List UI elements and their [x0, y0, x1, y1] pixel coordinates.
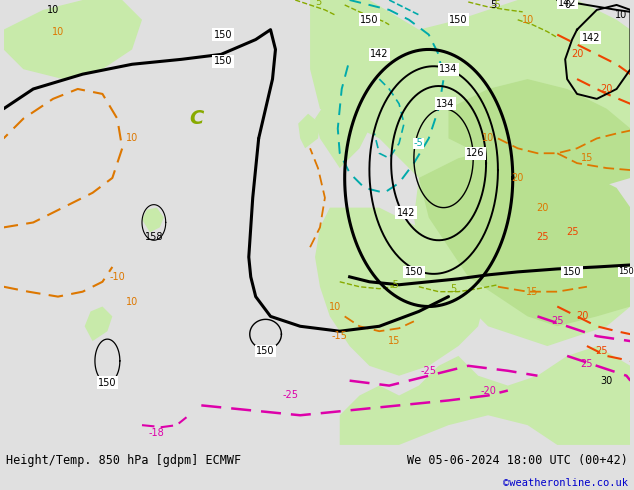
Text: -10: -10	[110, 272, 125, 282]
Text: -20: -20	[480, 386, 496, 395]
Text: 142: 142	[581, 32, 600, 43]
Text: C: C	[190, 109, 204, 128]
Text: 150: 150	[404, 267, 423, 277]
Polygon shape	[419, 148, 630, 326]
Text: 20: 20	[600, 84, 613, 94]
Text: We 05-06-2024 18:00 UTC (00+42): We 05-06-2024 18:00 UTC (00+42)	[407, 454, 628, 467]
Text: 20: 20	[512, 173, 524, 183]
Text: 20: 20	[571, 49, 583, 59]
Text: 10: 10	[47, 5, 59, 15]
Text: 126: 126	[466, 148, 484, 158]
Text: 158: 158	[145, 232, 163, 242]
Text: 142: 142	[370, 49, 389, 59]
Text: 150: 150	[256, 346, 275, 356]
Text: 150: 150	[619, 268, 634, 276]
Text: 150: 150	[449, 15, 468, 25]
Text: 150: 150	[214, 29, 232, 40]
Polygon shape	[340, 346, 630, 445]
Text: 5: 5	[315, 0, 321, 7]
Text: 134: 134	[436, 99, 455, 109]
Polygon shape	[4, 0, 142, 79]
Text: 25: 25	[595, 346, 608, 356]
Text: 15: 15	[388, 336, 400, 346]
Text: 10: 10	[482, 133, 494, 144]
Text: 5: 5	[490, 0, 496, 10]
Text: 25: 25	[566, 227, 578, 237]
Text: 25: 25	[551, 317, 564, 326]
Polygon shape	[142, 208, 164, 232]
Text: 142: 142	[397, 208, 415, 218]
Text: 25: 25	[536, 232, 548, 242]
Polygon shape	[448, 79, 630, 188]
Text: -25: -25	[282, 391, 299, 400]
Text: 15: 15	[526, 287, 539, 296]
Text: Height/Temp. 850 hPa [gdpm] ECMWF: Height/Temp. 850 hPa [gdpm] ECMWF	[6, 454, 242, 467]
Text: -5: -5	[414, 138, 424, 148]
Text: -5: -5	[389, 280, 399, 290]
Text: 20: 20	[576, 311, 588, 321]
Text: 30: 30	[600, 376, 613, 386]
Text: 15: 15	[581, 153, 593, 163]
Text: 10: 10	[616, 10, 628, 20]
Text: 142: 142	[558, 0, 576, 8]
Text: 150: 150	[214, 56, 232, 66]
Text: 10: 10	[522, 15, 534, 25]
Text: 10: 10	[126, 296, 138, 307]
Text: 10: 10	[126, 133, 138, 144]
Polygon shape	[298, 114, 320, 148]
Text: 10: 10	[328, 301, 341, 312]
Text: 150: 150	[563, 267, 581, 277]
Text: ©weatheronline.co.uk: ©weatheronline.co.uk	[503, 478, 628, 488]
Text: -15: -15	[332, 331, 347, 341]
Text: 0: 0	[564, 0, 570, 10]
Text: -25: -25	[421, 366, 437, 376]
Text: 150: 150	[360, 15, 378, 25]
Polygon shape	[414, 178, 630, 346]
Text: 10: 10	[52, 26, 64, 37]
Polygon shape	[310, 0, 630, 208]
Polygon shape	[315, 208, 488, 376]
Text: 25: 25	[581, 359, 593, 369]
Polygon shape	[85, 307, 112, 341]
Text: -5: -5	[491, 0, 501, 10]
Polygon shape	[315, 94, 370, 168]
Text: -18: -18	[149, 428, 165, 438]
Text: 150: 150	[98, 378, 117, 388]
Text: 20: 20	[536, 203, 548, 213]
Text: 134: 134	[439, 64, 458, 74]
Text: 5: 5	[450, 284, 456, 294]
